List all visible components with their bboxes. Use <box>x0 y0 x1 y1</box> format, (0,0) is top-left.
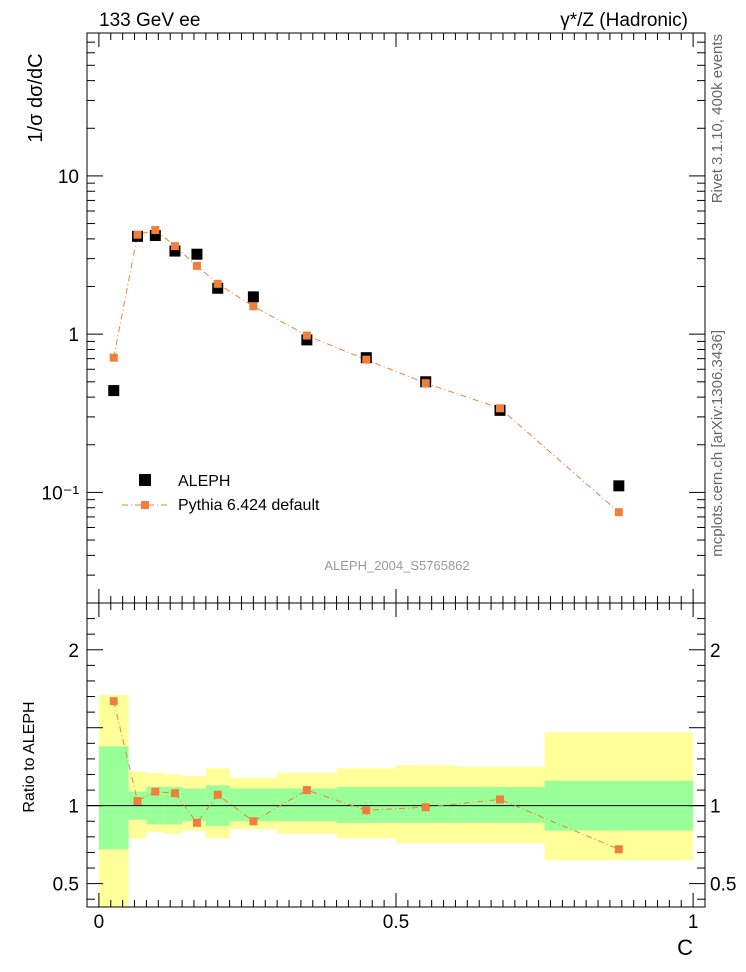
ratio-y-tick-label-left: 1 <box>68 797 79 818</box>
pythia-data-point <box>109 353 118 362</box>
pythia-data-point <box>495 404 504 413</box>
ratio-data-point <box>109 697 118 706</box>
ratio-data-point <box>495 795 504 804</box>
plot-title-left: 133 GeV ee <box>99 10 200 31</box>
pythia-data-point <box>614 508 623 517</box>
ratio-inner-band <box>229 788 278 822</box>
pythia-data-point <box>151 226 160 235</box>
plot-title-right: γ*/Z (Hadronic) <box>560 10 688 31</box>
legend-aleph-marker <box>139 474 151 486</box>
ratio-data-point <box>362 806 371 815</box>
ratio-y-tick-label-right: 2 <box>710 641 721 662</box>
pythia-data-point <box>192 261 201 270</box>
aleph-data-point <box>247 291 259 303</box>
pythia-data-point <box>302 331 311 340</box>
ratio-y-axis-label: Ratio to ALEPH <box>21 701 38 812</box>
aleph-data-point <box>169 245 181 257</box>
ratio-uncertainty-bands <box>98 694 694 907</box>
main-plot-content <box>108 226 625 517</box>
ratio-data-point <box>421 803 430 812</box>
legend-pythia-marker <box>141 501 149 509</box>
ratio-data-point <box>213 790 222 799</box>
ratio-panel: 0.5 0.5 1 1 2 2 0 0.5 1 Ratio to ALEPH C <box>21 602 736 960</box>
ratio-inner-band <box>98 746 129 850</box>
aleph-data-point <box>191 248 203 260</box>
aleph-data-point <box>212 282 224 294</box>
pythia-data-point <box>133 230 142 239</box>
ratio-data-point <box>133 796 142 805</box>
aleph-data-point <box>108 385 120 397</box>
legend-pythia-label: Pythia 6.424 default <box>178 497 320 514</box>
rivet-version-label: Rivet 3.1.10, 400k events <box>709 34 726 203</box>
main-y-tick-label: 10⁻¹ <box>42 483 80 504</box>
ratio-plot-content <box>87 697 705 854</box>
pythia-data-point <box>362 355 371 364</box>
ratio-inner-band <box>455 786 545 823</box>
legend-aleph-label: ALEPH <box>178 473 230 490</box>
pythia-data-point <box>249 302 258 311</box>
aleph-data-point <box>613 480 625 492</box>
main-panel-frame <box>86 32 706 604</box>
x-tick-label: 1 <box>688 912 699 933</box>
main-y-axis-label: 1/σ dσ/dC <box>25 53 47 142</box>
ratio-inner-band <box>336 786 396 823</box>
ratio-data-point <box>249 817 258 826</box>
ratio-y-tick-label-left: 2 <box>68 641 79 662</box>
ratio-inner-band <box>182 788 206 822</box>
pythia-data-point <box>421 379 430 388</box>
ratio-data-point <box>614 845 623 854</box>
x-tick-label: 0.5 <box>383 912 409 933</box>
ratio-data-point <box>151 787 160 796</box>
main-axis-ticks: 10⁻¹ 1 10 <box>42 32 705 604</box>
mcplots-label: mcplots.cern.ch [arXiv:1306.3436] <box>709 330 726 557</box>
pythia-series-line <box>113 229 620 513</box>
main-y-tick-label: 1 <box>68 325 79 346</box>
x-axis-label: C <box>677 935 693 960</box>
ratio-data-point <box>192 818 201 827</box>
aleph-data-point <box>301 334 313 346</box>
ratio-axis-ticks: 0.5 0.5 1 1 2 2 0 0.5 1 <box>53 603 736 933</box>
x-tick-label: 0 <box>94 912 105 933</box>
pythia-data-point <box>170 242 179 251</box>
aleph-data-point <box>149 230 161 242</box>
legend: ALEPH Pythia 6.424 default <box>122 473 320 514</box>
ratio-data-point <box>170 789 179 798</box>
main-panel: 10⁻¹ 1 10 1/σ dσ/dC <box>25 32 706 604</box>
ratio-y-tick-label-right: 0.5 <box>710 875 736 896</box>
ratio-y-tick-label-left: 0.5 <box>53 875 79 896</box>
pythia-data-point <box>213 279 222 288</box>
ratio-y-tick-label-right: 1 <box>710 797 721 818</box>
analysis-watermark: ALEPH_2004_S5765862 <box>324 558 469 573</box>
main-y-tick-label: 10 <box>58 167 79 188</box>
ratio-data-point <box>302 786 311 795</box>
